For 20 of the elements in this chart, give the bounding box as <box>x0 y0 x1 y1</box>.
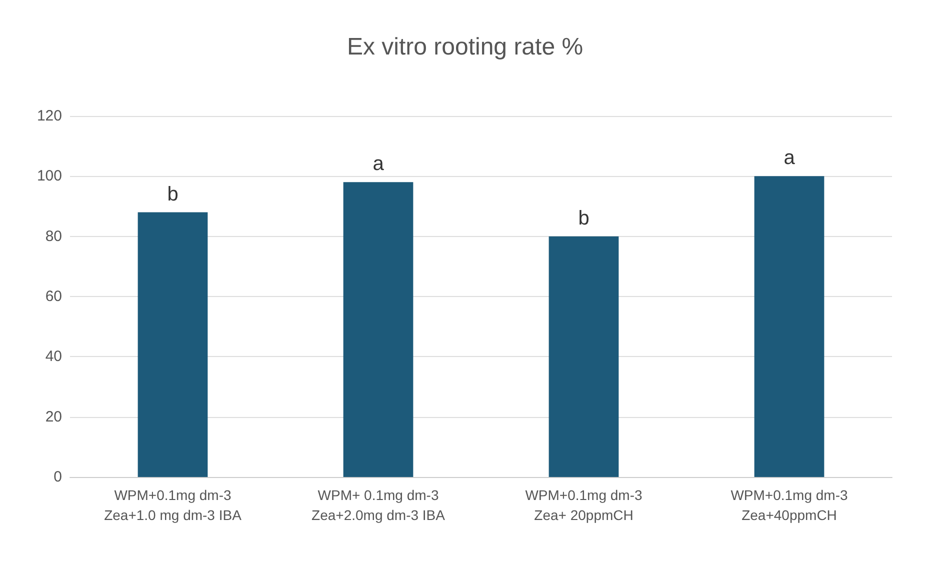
y-tick-label: 60 <box>45 288 62 305</box>
chart-title: Ex vitro rooting rate % <box>346 34 584 60</box>
annotation: a <box>784 147 796 170</box>
x-tick-label: WPM+0.1mg dm-3 Zea+40ppmCH <box>730 487 848 523</box>
annotation: b <box>167 183 178 206</box>
y-tick-label: 20 <box>45 408 62 426</box>
bar <box>138 212 208 477</box>
y-tick-label: 80 <box>45 228 62 245</box>
x-tick-label: WPM+0.1mg dm-3 Zea+1.0 mg dm-3 IBA <box>104 487 242 523</box>
y-tick-label: 100 <box>36 168 62 185</box>
y-tick-label: 40 <box>45 348 62 366</box>
y-tick-label: 120 <box>36 108 62 124</box>
bar <box>754 176 824 477</box>
y-tick-label: 0 <box>54 468 62 486</box>
annotation: b <box>578 207 590 230</box>
annotation: a <box>372 153 385 176</box>
x-tick-label: WPM+ 0.1mg dm-3 Zea+2.0mg dm-3 IBA <box>312 487 446 523</box>
bar <box>548 236 619 477</box>
x-tick-label: WPM+0.1mg dm-3 Zea+ 20ppmCH <box>525 487 643 523</box>
bar <box>343 182 414 477</box>
